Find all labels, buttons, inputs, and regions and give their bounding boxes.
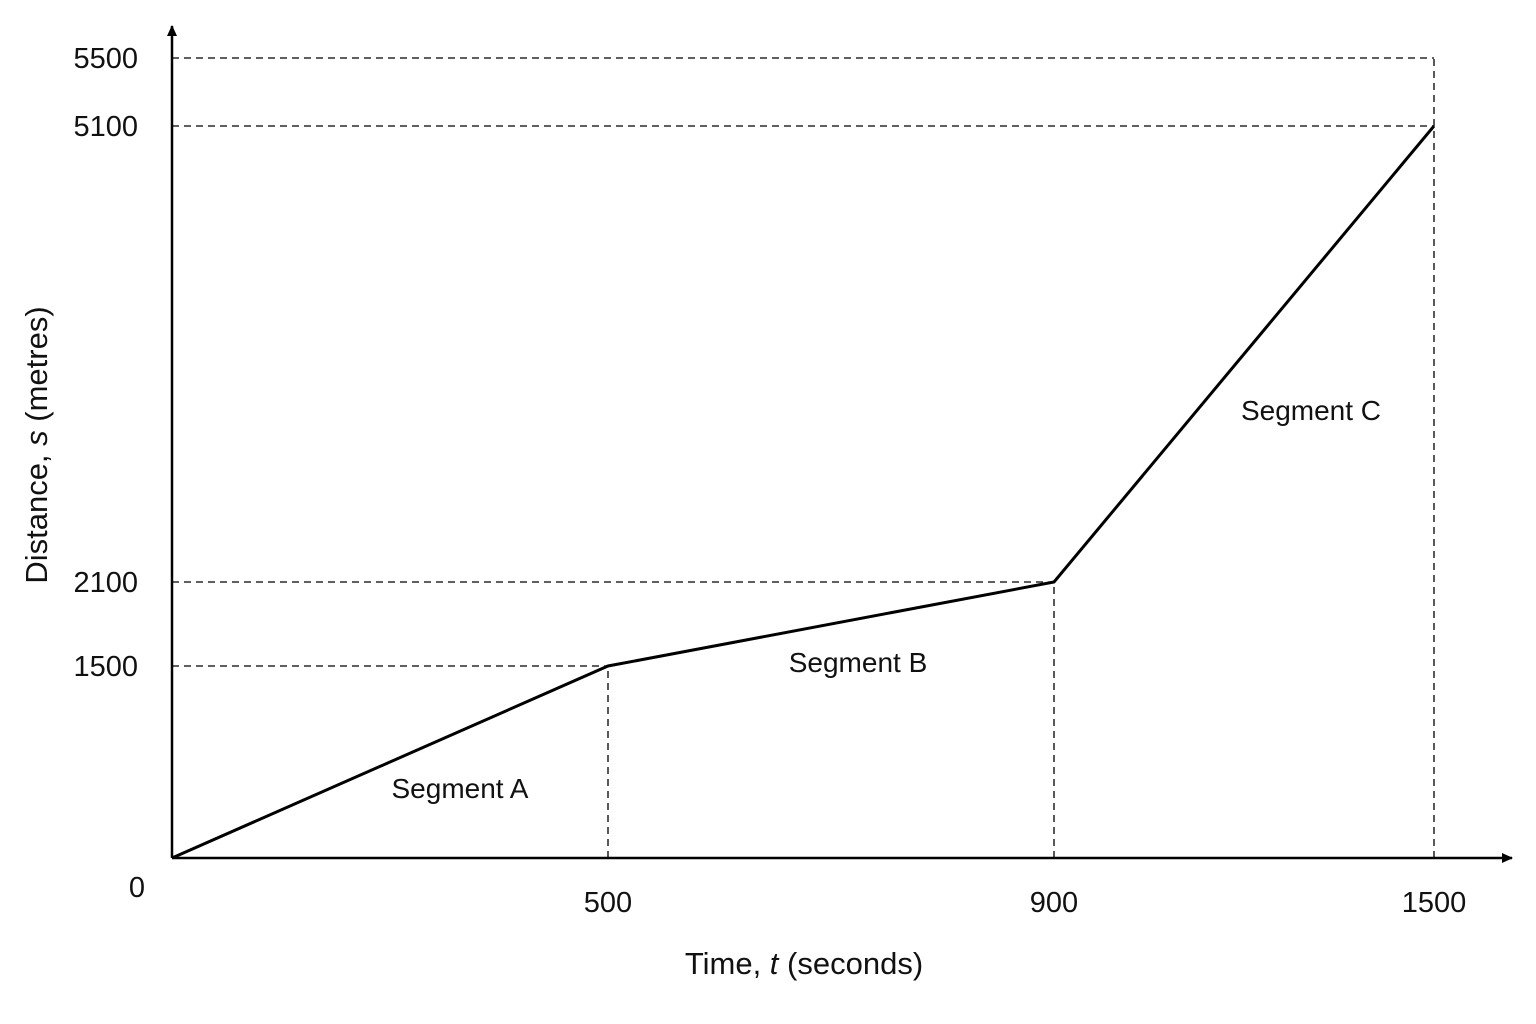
x-tick-label: 1500: [1402, 887, 1467, 919]
distance-series-line: [171, 125, 1436, 860]
segment-c-label: Segment C: [1241, 395, 1381, 426]
y-axis-label-prefix: Distance,: [19, 446, 54, 584]
x-axis-label: Time, t (seconds): [685, 946, 923, 981]
x-tick-label: 900: [1030, 887, 1078, 919]
x-tick-label: 500: [584, 887, 632, 919]
segment-a-label: Segment A: [392, 773, 529, 804]
segment-b-label: Segment B: [789, 647, 928, 678]
y-axis-label-suffix: (metres): [19, 306, 54, 430]
y-axis-label-var: s: [19, 430, 54, 446]
y-tick-labels: 1500 2100 5100 5500: [73, 43, 138, 683]
y-tick-label: 5500: [73, 43, 138, 75]
y-axis-label: Distance, s (metres): [19, 306, 54, 583]
origin-label: 0: [129, 872, 145, 904]
y-tick-label: 5100: [73, 111, 138, 143]
reference-guides: [172, 57, 1435, 858]
x-axis-label-prefix: Time,: [685, 946, 770, 981]
x-axis-label-suffix: (seconds): [778, 946, 923, 981]
x-tick-labels: 500 900 1500: [584, 887, 1466, 919]
x-axis-label-var: t: [770, 946, 780, 981]
y-tick-label: 2100: [73, 567, 138, 599]
y-tick-label: 1500: [73, 651, 138, 683]
